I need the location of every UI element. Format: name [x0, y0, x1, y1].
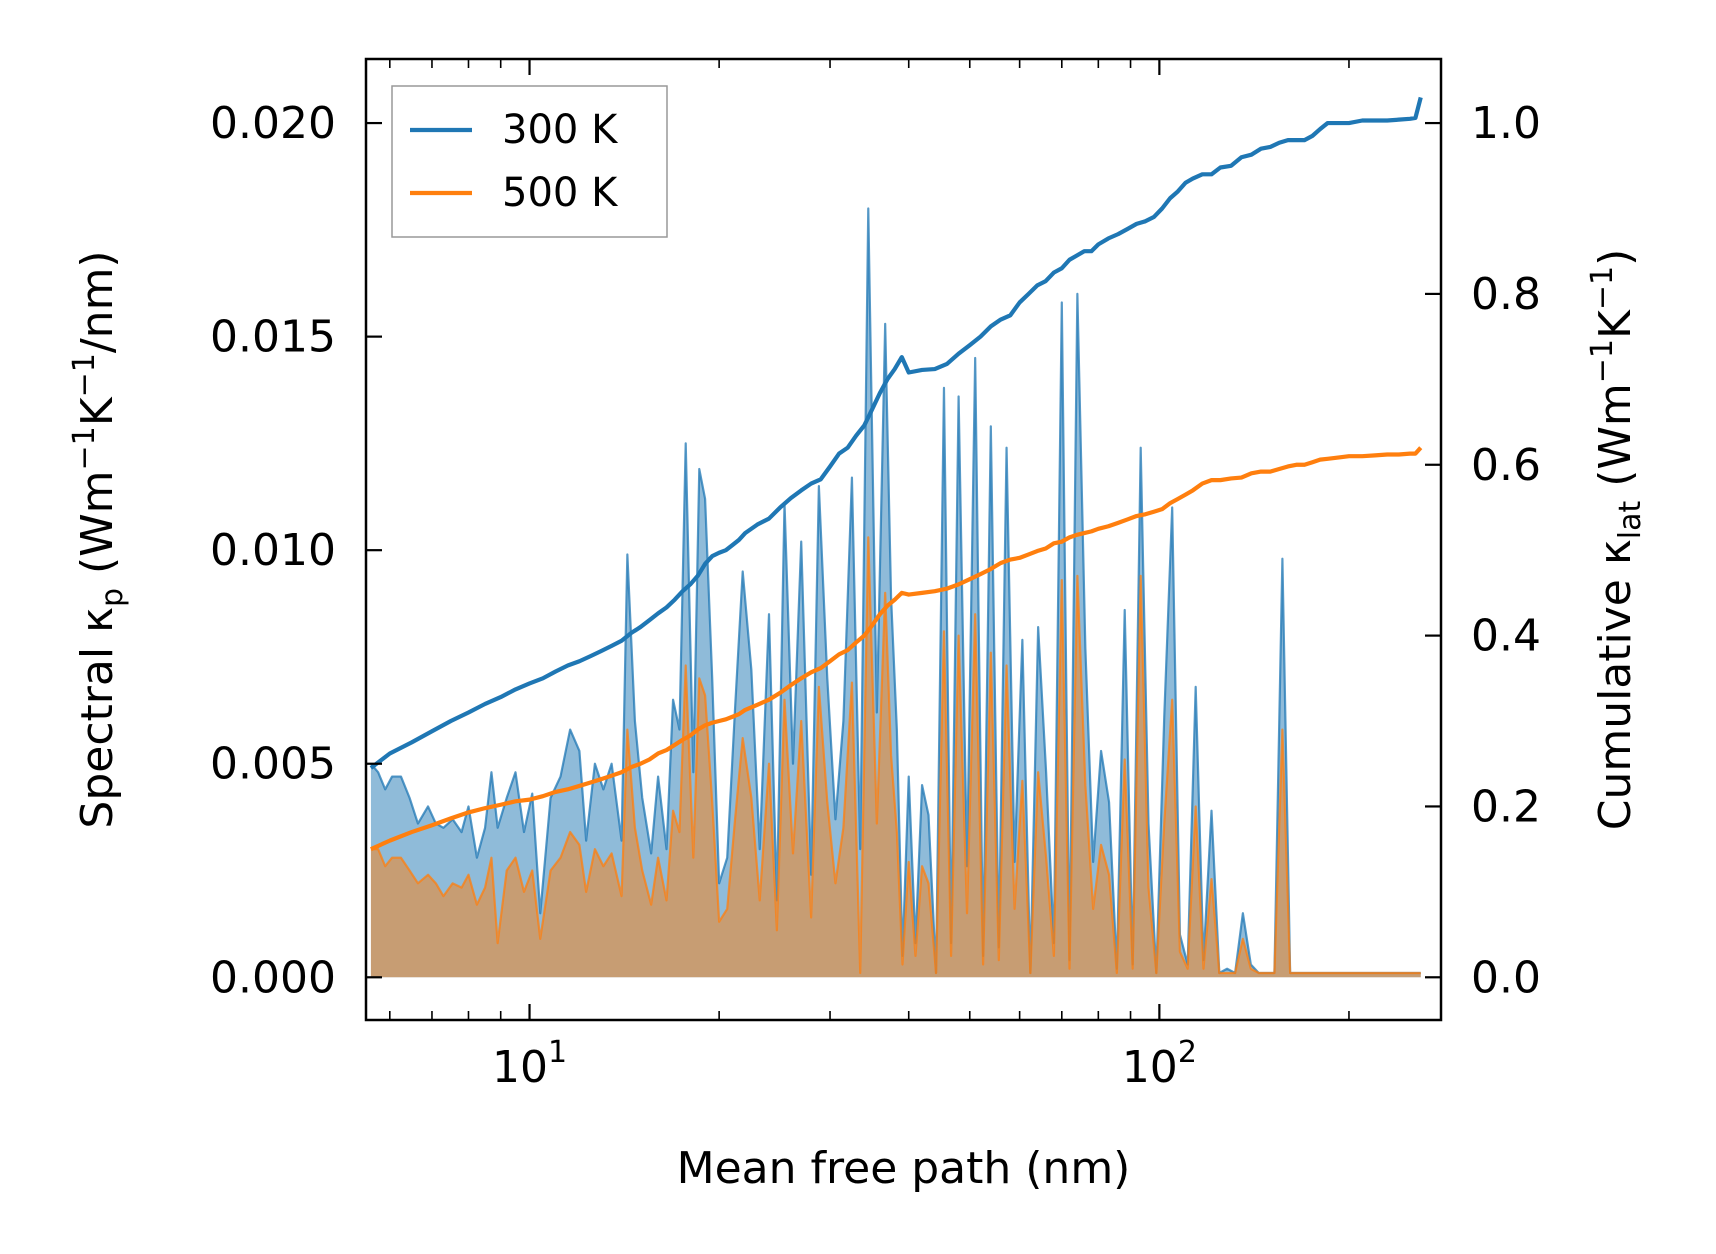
plot-area — [369, 96, 1423, 978]
y-left-axis-label: Spectral κp (Wm−1K−1/nm) — [67, 250, 130, 828]
axis-labels: 101 102 0.000 0.005 0.010 0.015 0.020 0.0 0.2 0.4… — [67, 98, 1648, 1194]
legend-label-300k: 300 K — [502, 107, 619, 153]
legend-box — [391, 85, 668, 238]
spectral-area-300k — [370, 208, 1421, 978]
cumulative-line-300k — [369, 96, 1423, 770]
axes-frame — [364, 57, 1443, 1022]
cumulative-line-500k — [370, 446, 1423, 852]
y-right-tick-label: 1.0 — [1471, 98, 1541, 149]
y-right-tick-label: 0.6 — [1471, 440, 1541, 491]
y-left-tick-label: 0.020 — [210, 98, 336, 149]
x-tick-label: 101 — [492, 1035, 567, 1093]
y-left-tick-label: 0.010 — [210, 525, 336, 576]
y-right-tick-label: 0.4 — [1471, 611, 1541, 662]
y-right-tick-label: 0.8 — [1471, 269, 1541, 320]
y-left-tick-label: 0.005 — [210, 739, 336, 790]
y-right-tick-label: 0.2 — [1471, 781, 1541, 832]
spectral-line-500k — [370, 536, 1421, 975]
axes — [364, 57, 1443, 1022]
y-left-tick-label: 0.000 — [210, 952, 336, 1003]
legend-label-500k: 500 K — [502, 170, 619, 216]
y-left-tick-label: 0.015 — [210, 312, 336, 363]
y-right-tick-label: 0.0 — [1471, 952, 1541, 1003]
x-axis-label: Mean free path (nm) — [677, 1143, 1131, 1194]
x-tick-label: 102 — [1122, 1035, 1197, 1093]
spectral-area-500k — [370, 537, 1421, 978]
y-right-axis-label: Cumulative κlat (Wm−1K−1) — [1585, 249, 1648, 831]
legend: 300 K 500 K — [391, 85, 668, 238]
